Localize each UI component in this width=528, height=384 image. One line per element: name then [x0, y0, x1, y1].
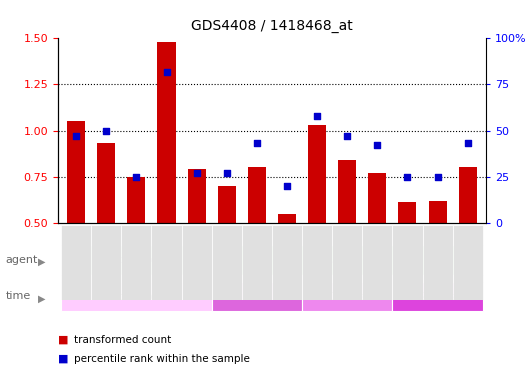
Bar	[242, 225, 272, 300]
Bar	[218, 186, 236, 223]
Bar	[392, 225, 422, 300]
Bar	[302, 225, 332, 300]
Text: control: control	[117, 255, 156, 265]
Point	[72, 133, 80, 139]
Bar	[67, 121, 85, 223]
Text: agent: agent	[5, 255, 37, 265]
Bar	[61, 245, 212, 275]
Bar	[429, 200, 447, 223]
Bar	[338, 160, 356, 223]
Bar	[369, 173, 386, 223]
Point	[102, 127, 110, 134]
Point	[313, 113, 322, 119]
Bar	[399, 202, 417, 223]
Text: time: time	[5, 291, 31, 301]
Bar	[61, 282, 212, 311]
Bar	[127, 177, 145, 223]
Point	[222, 170, 231, 176]
Bar	[308, 125, 326, 223]
Point	[403, 174, 412, 180]
Point	[283, 183, 291, 189]
Text: ▶: ▶	[38, 257, 45, 267]
Bar	[272, 225, 302, 300]
Text: ■: ■	[58, 335, 69, 345]
Bar	[121, 225, 152, 300]
Text: ▶: ▶	[38, 293, 45, 303]
Point	[343, 133, 352, 139]
Bar	[392, 282, 483, 311]
Bar	[362, 225, 392, 300]
Point	[162, 68, 171, 74]
Text: 8 hrs: 8 hrs	[243, 291, 271, 302]
Bar	[332, 225, 362, 300]
Bar	[248, 167, 266, 223]
Bar	[182, 225, 212, 300]
Bar	[459, 167, 477, 223]
Point	[373, 142, 382, 148]
Text: transformed count: transformed count	[74, 335, 171, 345]
Point	[464, 141, 472, 147]
Bar	[212, 225, 242, 300]
Text: percentile rank within the sample: percentile rank within the sample	[74, 354, 250, 364]
Bar	[422, 225, 452, 300]
Point	[192, 170, 201, 176]
Bar	[278, 214, 296, 223]
Bar	[61, 225, 91, 300]
Bar	[97, 144, 115, 223]
Point	[132, 174, 140, 180]
Text: 15 hrs: 15 hrs	[329, 291, 365, 302]
Text: GDS4408 / 1418468_at: GDS4408 / 1418468_at	[191, 19, 353, 33]
Text: 24 hrs: 24 hrs	[420, 291, 455, 302]
Bar	[452, 225, 483, 300]
Bar	[212, 282, 302, 311]
Bar	[187, 169, 206, 223]
Bar	[302, 282, 392, 311]
Point	[252, 141, 261, 147]
Bar	[91, 225, 121, 300]
Bar	[157, 42, 175, 223]
Point	[433, 174, 442, 180]
Bar	[212, 245, 483, 275]
Bar	[152, 225, 182, 300]
Text: DETA-NONOate: DETA-NONOate	[305, 255, 390, 265]
Text: control: control	[117, 291, 156, 302]
Text: ■: ■	[58, 354, 69, 364]
